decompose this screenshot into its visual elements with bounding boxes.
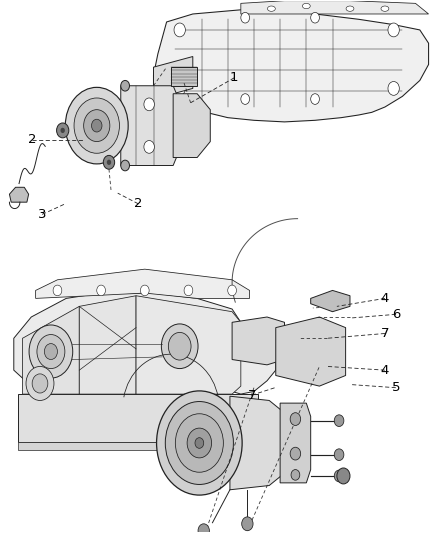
Circle shape <box>65 87 128 164</box>
Circle shape <box>60 128 65 133</box>
Polygon shape <box>173 94 210 158</box>
Circle shape <box>195 438 204 448</box>
Text: 4: 4 <box>381 364 389 377</box>
Circle shape <box>92 119 102 132</box>
Polygon shape <box>10 187 28 202</box>
Polygon shape <box>79 296 136 394</box>
Circle shape <box>53 285 62 296</box>
Text: 2: 2 <box>28 133 36 147</box>
Circle shape <box>337 468 350 484</box>
Circle shape <box>165 401 233 484</box>
Circle shape <box>144 98 154 111</box>
Circle shape <box>26 367 54 400</box>
Polygon shape <box>171 67 197 86</box>
Circle shape <box>84 110 110 142</box>
Circle shape <box>334 449 344 461</box>
Polygon shape <box>311 290 350 312</box>
Polygon shape <box>18 442 258 450</box>
Circle shape <box>144 141 154 154</box>
Text: 7: 7 <box>247 389 256 402</box>
Circle shape <box>334 470 344 482</box>
Text: 4: 4 <box>381 292 389 305</box>
Circle shape <box>174 23 185 37</box>
Circle shape <box>175 414 223 472</box>
Circle shape <box>388 82 399 95</box>
Circle shape <box>121 80 130 91</box>
Circle shape <box>97 285 106 296</box>
Ellipse shape <box>381 6 389 11</box>
Text: 1: 1 <box>230 71 239 84</box>
Ellipse shape <box>268 6 276 11</box>
Polygon shape <box>280 403 311 483</box>
Text: 6: 6 <box>392 308 400 321</box>
Circle shape <box>32 374 48 393</box>
Polygon shape <box>18 394 258 442</box>
Text: 7: 7 <box>381 327 389 340</box>
Circle shape <box>187 428 212 458</box>
Circle shape <box>241 94 250 104</box>
Circle shape <box>198 524 209 533</box>
Circle shape <box>334 415 344 426</box>
Circle shape <box>184 285 193 296</box>
Polygon shape <box>241 1 428 14</box>
Circle shape <box>290 447 300 460</box>
Polygon shape <box>158 67 182 147</box>
Polygon shape <box>232 317 285 365</box>
Circle shape <box>242 517 253 531</box>
Circle shape <box>168 333 191 360</box>
Circle shape <box>290 413 300 425</box>
Circle shape <box>44 344 57 360</box>
Text: 5: 5 <box>392 381 400 394</box>
Circle shape <box>74 98 120 154</box>
Circle shape <box>161 324 198 368</box>
Circle shape <box>57 123 69 138</box>
Circle shape <box>174 82 185 95</box>
Circle shape <box>141 285 149 296</box>
Polygon shape <box>121 86 182 165</box>
Circle shape <box>388 23 399 37</box>
Polygon shape <box>276 317 346 386</box>
Polygon shape <box>153 56 193 99</box>
Text: 2: 2 <box>134 197 142 211</box>
Polygon shape <box>136 296 241 394</box>
Circle shape <box>156 391 242 495</box>
Polygon shape <box>153 9 428 122</box>
Circle shape <box>241 12 250 23</box>
Polygon shape <box>35 269 250 298</box>
Circle shape <box>107 160 111 165</box>
Text: 3: 3 <box>38 208 46 221</box>
Circle shape <box>228 285 237 296</box>
Ellipse shape <box>302 3 310 9</box>
Polygon shape <box>230 396 283 490</box>
Circle shape <box>311 12 319 23</box>
Circle shape <box>29 325 73 378</box>
Ellipse shape <box>346 6 354 11</box>
Circle shape <box>121 160 130 171</box>
Polygon shape <box>22 306 79 394</box>
Circle shape <box>311 94 319 104</box>
Circle shape <box>291 470 300 480</box>
Circle shape <box>103 156 115 169</box>
Polygon shape <box>14 293 276 397</box>
Circle shape <box>37 335 65 368</box>
